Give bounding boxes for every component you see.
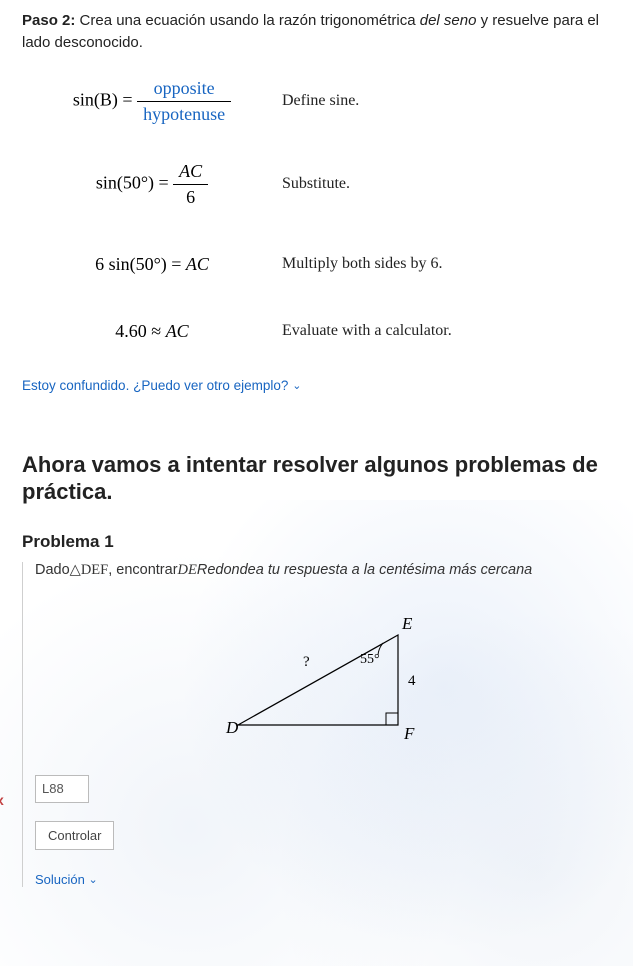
answer-input-value: L88 xyxy=(42,781,64,796)
hyp-mark: ? xyxy=(303,654,310,670)
practice-heading: Ahora vamos a intentar resolver algunos … xyxy=(22,451,611,506)
eq2-den: 6 xyxy=(173,185,208,208)
equation-3: 6 sin(50°) = AC Multiply both sides by 6… xyxy=(22,254,611,275)
step-intro: Paso 2: Crea una ecuación usando la razó… xyxy=(22,10,611,54)
eq1-desc: Define sine. xyxy=(282,92,359,110)
chevron-down-icon: ⌄ xyxy=(89,873,98,886)
problem-1-given: Dado△DEF, encontrarDERedondea tu respues… xyxy=(35,562,611,579)
eq2-lhs: sin(50°) = xyxy=(96,172,173,192)
eq2-num: AC xyxy=(173,161,208,185)
chevron-down-icon: ⌄ xyxy=(292,379,301,392)
eq4-desc: Evaluate with a calculator. xyxy=(282,322,452,340)
eq1-den[interactable]: hypotenuse xyxy=(137,102,231,125)
eq4-text: 4.60 ≈ AC xyxy=(115,321,188,341)
step-italic: del seno xyxy=(420,12,477,29)
vertex-f: F xyxy=(403,724,415,743)
equation-4: 4.60 ≈ AC Evaluate with a calculator. xyxy=(22,321,611,342)
eq1-lhs: sin(B) = xyxy=(73,89,137,109)
problem-1-heading: Problema 1 xyxy=(22,532,611,552)
side-label: 4 xyxy=(408,673,416,689)
angle-label: 55° xyxy=(360,652,380,667)
eq3-desc: Multiply both sides by 6. xyxy=(282,255,442,273)
step-label: Paso 2: xyxy=(22,12,75,29)
vertex-d: D xyxy=(225,718,239,737)
eq1-num[interactable]: opposite xyxy=(137,78,231,102)
confused-link[interactable]: Estoy confundido. ¿Puedo ver otro ejempl… xyxy=(22,378,611,393)
eq3-text: 6 sin(50°) = AC xyxy=(95,254,209,274)
triangle-figure: 55° ? 4 D E F xyxy=(35,605,611,745)
vertex-e: E xyxy=(401,614,413,633)
solution-link[interactable]: Solución ⌄ xyxy=(35,872,611,887)
problem-1-body: Dado△DEF, encontrarDERedondea tu respues… xyxy=(22,562,611,887)
eq2-desc: Substitute. xyxy=(282,175,350,193)
equation-2: sin(50°) = AC 6 Substitute. xyxy=(22,161,611,208)
equation-1: sin(B) = opposite hypotenuse Define sine… xyxy=(22,78,611,125)
answer-input[interactable]: L88 xyxy=(35,775,89,803)
check-button[interactable]: Controlar xyxy=(35,821,114,850)
step-text-1: Crea una ecuación usando la razón trigon… xyxy=(75,12,419,29)
